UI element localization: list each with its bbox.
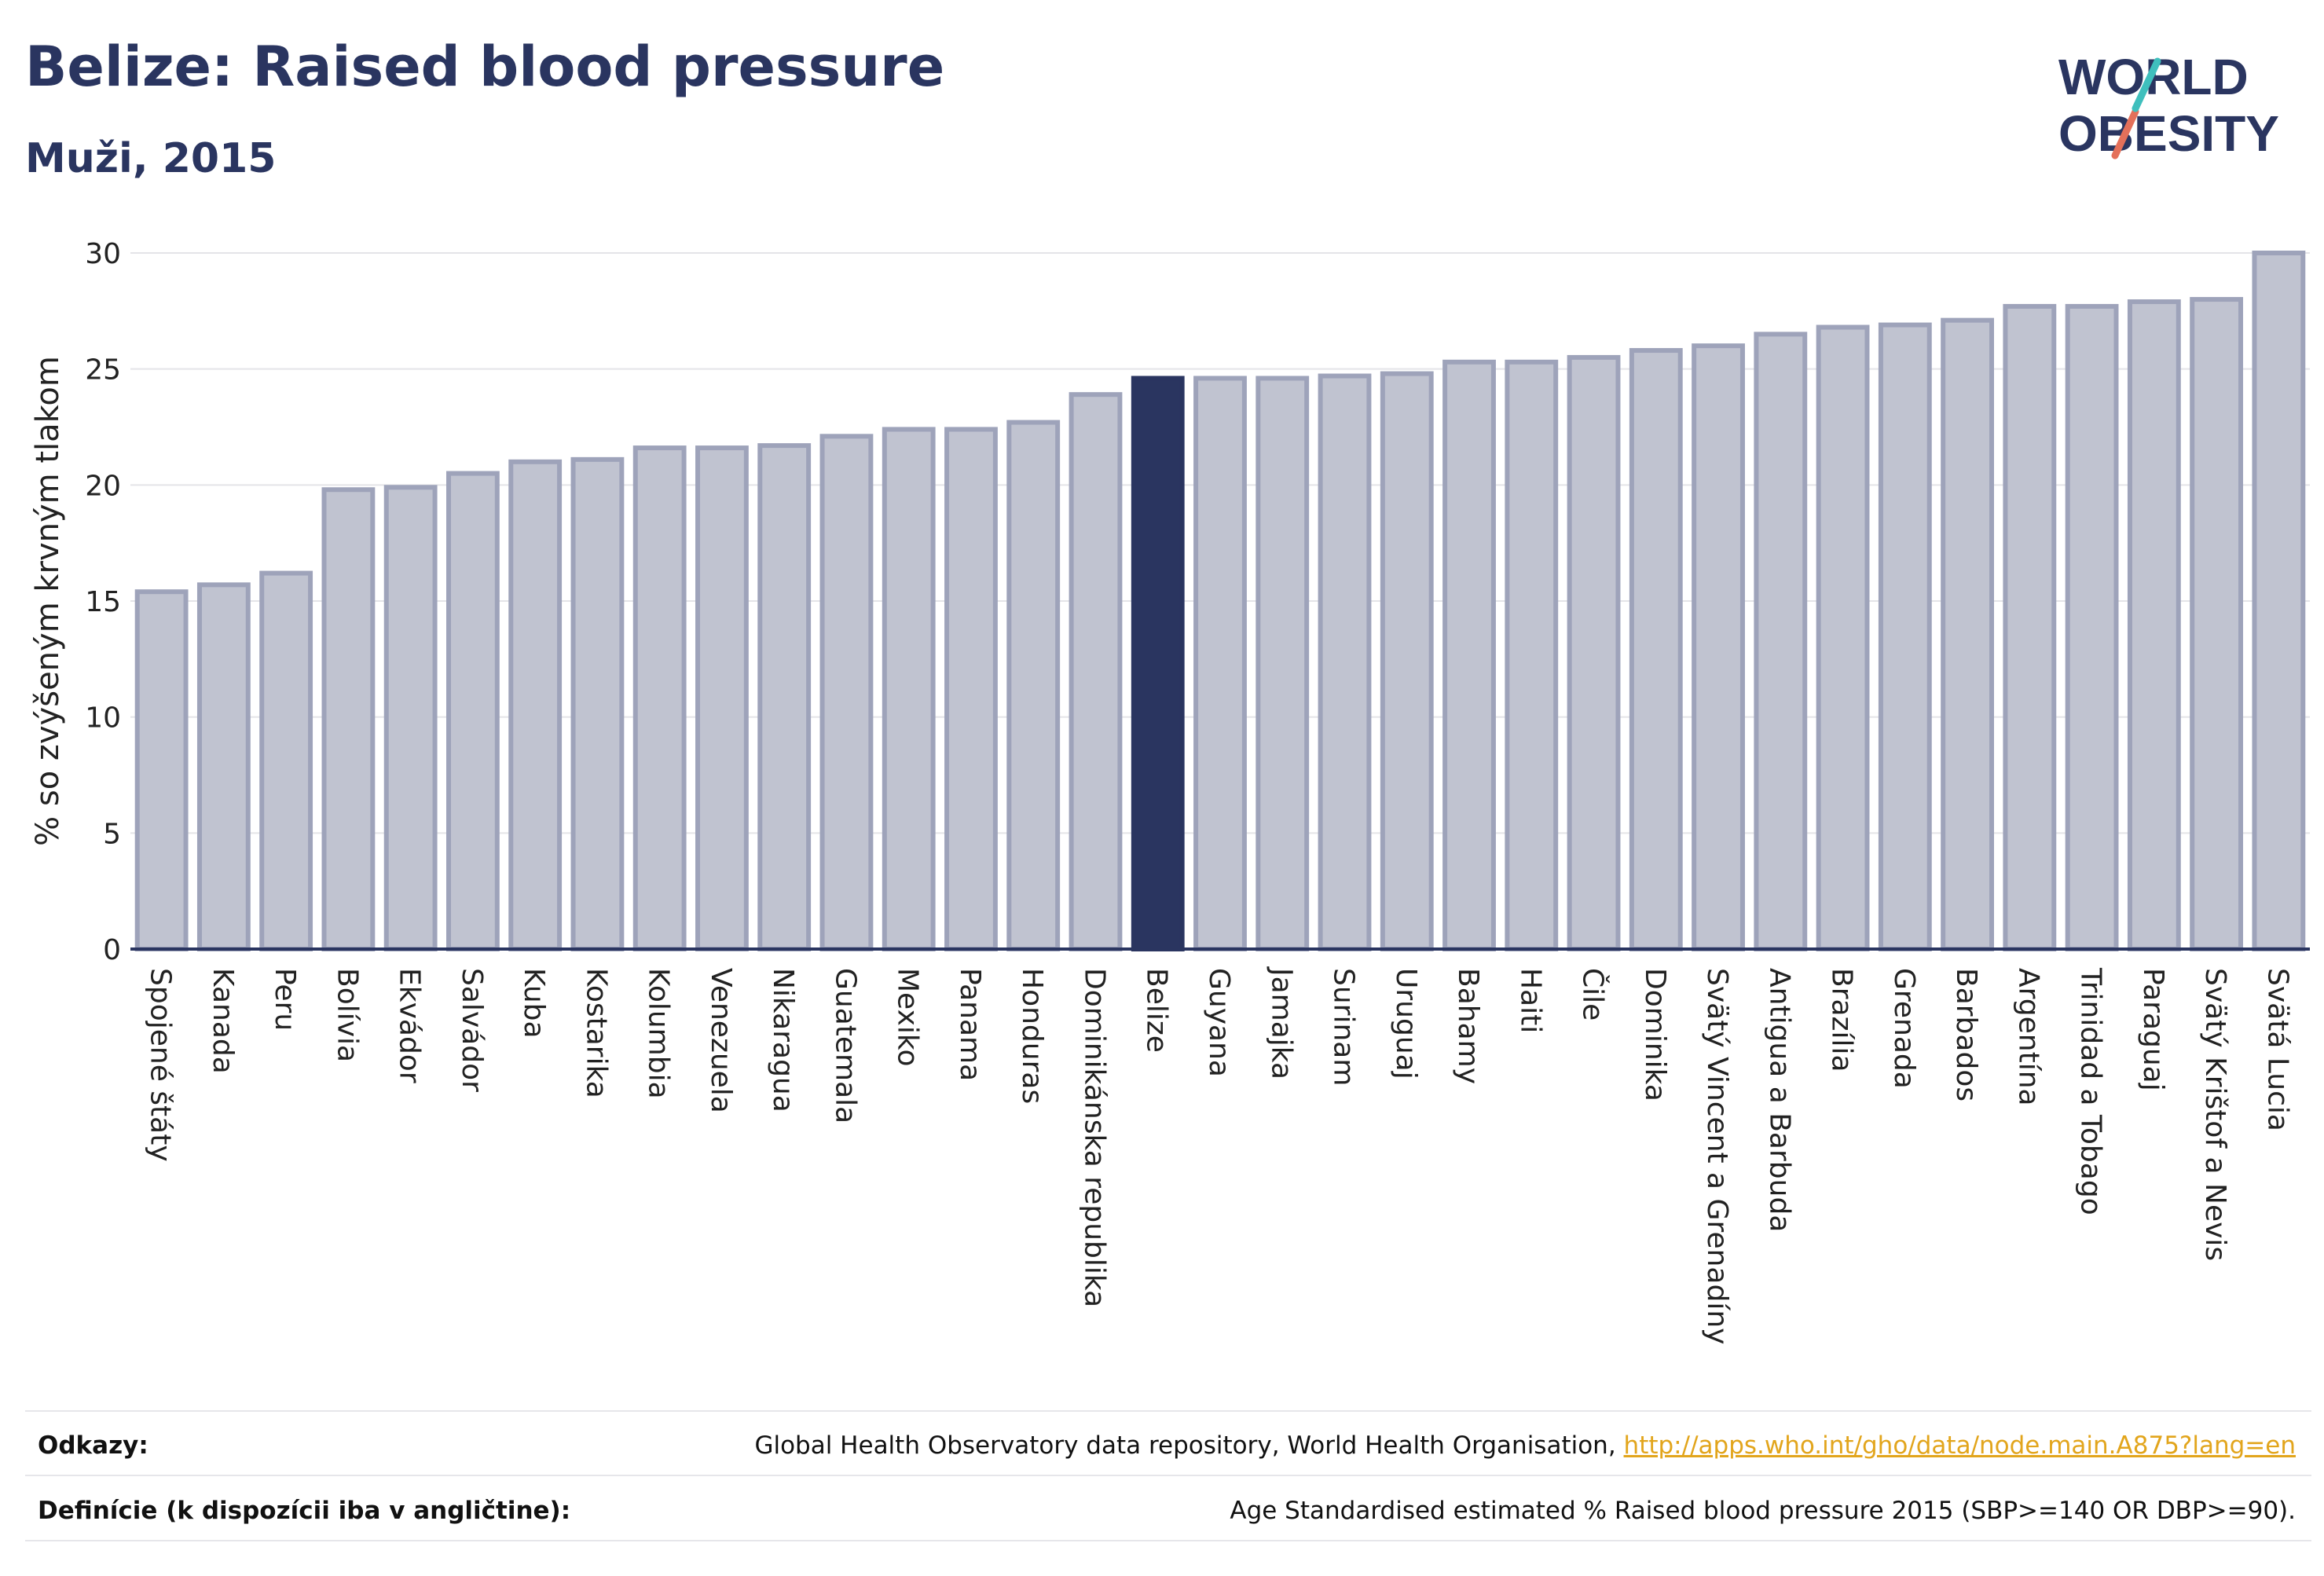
footer-divider-middle [25, 1475, 2311, 1476]
x-tick-label: Honduras [1016, 968, 1048, 1104]
bar [944, 427, 998, 951]
x-tick-label: Svätá Lucia [2261, 968, 2293, 1131]
footer-divider-bottom [25, 1540, 2311, 1541]
bar [632, 445, 687, 951]
bar [1380, 371, 1434, 952]
bar [1754, 332, 1808, 952]
bar [1318, 373, 1372, 951]
x-tick-label: Mexiko [892, 968, 924, 1066]
x-tick-label: Surinam [1328, 968, 1360, 1086]
x-tick-label: Svätý Krištof a Nevis [2199, 968, 2231, 1261]
bar [1505, 359, 1559, 952]
bar [570, 456, 625, 951]
bar [695, 445, 749, 951]
bar [1442, 359, 1496, 952]
sources-link[interactable]: http://apps.who.int/gho/data/node.main.A… [1623, 1431, 2296, 1460]
x-tick-label: Svätý Vincent a Grenadíny [1701, 968, 1733, 1344]
x-tick-label: Kolumbia [643, 968, 675, 1099]
y-tick-label: 0 [103, 934, 121, 966]
x-tick-label: Bolívia [331, 968, 363, 1062]
x-tick-label: Jamajka [1265, 966, 1297, 1079]
x-tick-label: Nikaragua [767, 968, 799, 1112]
bar [1629, 348, 1683, 952]
definitions-text: Age Standardised estimated % Raised bloo… [1230, 1497, 2296, 1525]
bar [196, 582, 251, 951]
bar-highlight [1131, 376, 1185, 952]
x-tick-label: Panama [954, 968, 986, 1081]
bar [383, 485, 438, 951]
logo-line2: OBESITY [2058, 105, 2279, 162]
footer-divider-top [25, 1410, 2311, 1412]
bar [2003, 303, 2057, 951]
x-tick-label: Guyana [1203, 968, 1235, 1077]
x-tick-label: Brazília [1826, 968, 1858, 1072]
bar [757, 443, 812, 951]
sources-description: Global Health Observatory data repositor… [754, 1431, 1624, 1460]
chart-subtitle: Muži, 2015 [25, 135, 277, 182]
bar [1567, 354, 1621, 951]
bar [1255, 376, 1310, 952]
bar [819, 434, 874, 951]
sources-text: Global Health Observatory data repositor… [754, 1431, 2296, 1460]
x-tick-label: Barbados [1950, 968, 1982, 1101]
y-axis-label: % so zvýšeným krvným tlakom [30, 356, 66, 846]
bar [2252, 251, 2306, 951]
x-tick-label: Spojené štáty [145, 968, 177, 1162]
bar [508, 459, 563, 951]
bar [321, 487, 376, 951]
world-obesity-logo: WORLD OBESITY [2058, 49, 2279, 162]
bar [2127, 299, 2181, 951]
bar-chart: 0 5 10 15 20 25 30 % so zvýšeným krvným tlakom S… [30, 238, 2310, 1344]
bar [446, 471, 500, 951]
x-tick-label: Guatemala [829, 968, 861, 1123]
x-tick-label: Dominika [1639, 968, 1671, 1101]
y-tick-label: 25 [85, 354, 121, 387]
chart-title: Belize: Raised blood pressure [25, 35, 945, 99]
bar [1069, 392, 1123, 951]
x-tick-label: Belize [1141, 968, 1173, 1053]
bar [882, 427, 936, 951]
y-tick-label: 30 [85, 238, 121, 270]
x-tick-label: Haiti [1514, 968, 1546, 1033]
x-tick-label: Kuba [518, 968, 550, 1039]
x-tick-label: Salvádor [456, 968, 488, 1092]
x-tick-label: Ekvádor [394, 968, 426, 1083]
bar [134, 589, 189, 951]
bar [1878, 322, 1932, 951]
bar [2190, 297, 2244, 952]
x-tick-label: Bahamy [1452, 968, 1484, 1084]
sources-label: Odkazy: [38, 1431, 148, 1460]
y-tick-label: 20 [85, 470, 121, 502]
x-tick-label: Paraguaj [2137, 968, 2169, 1091]
x-tick-label: Uruguaj [1390, 968, 1422, 1079]
bar [1816, 324, 1870, 951]
x-tick-label: Venezuela [705, 968, 737, 1113]
x-tick-label: Dominikánska republika [1078, 968, 1110, 1307]
x-tick-label: Antigua a Barbuda [1763, 968, 1795, 1232]
bar [1193, 376, 1247, 952]
x-tick-label: Kanada [207, 968, 239, 1074]
x-tick-label: Trinidad a Tobago [2075, 967, 2107, 1215]
bar [1692, 343, 1745, 951]
bar [259, 570, 313, 951]
x-tick-label: Argentína [2012, 968, 2044, 1106]
definitions-label: Definície (k dispozícii iba v angličtine… [38, 1497, 571, 1525]
x-tick-label: Kostarika [580, 968, 612, 1098]
bar [1006, 420, 1061, 951]
x-tick-label: Čile [1577, 968, 1610, 1021]
bar [1941, 317, 1994, 951]
y-tick-label: 10 [85, 702, 121, 735]
y-tick-label: 15 [85, 586, 121, 618]
x-tick-label: Grenada [1888, 968, 1920, 1089]
x-tick-label: Peru [269, 968, 301, 1031]
y-tick-label: 5 [103, 818, 121, 850]
bar [2065, 303, 2119, 951]
